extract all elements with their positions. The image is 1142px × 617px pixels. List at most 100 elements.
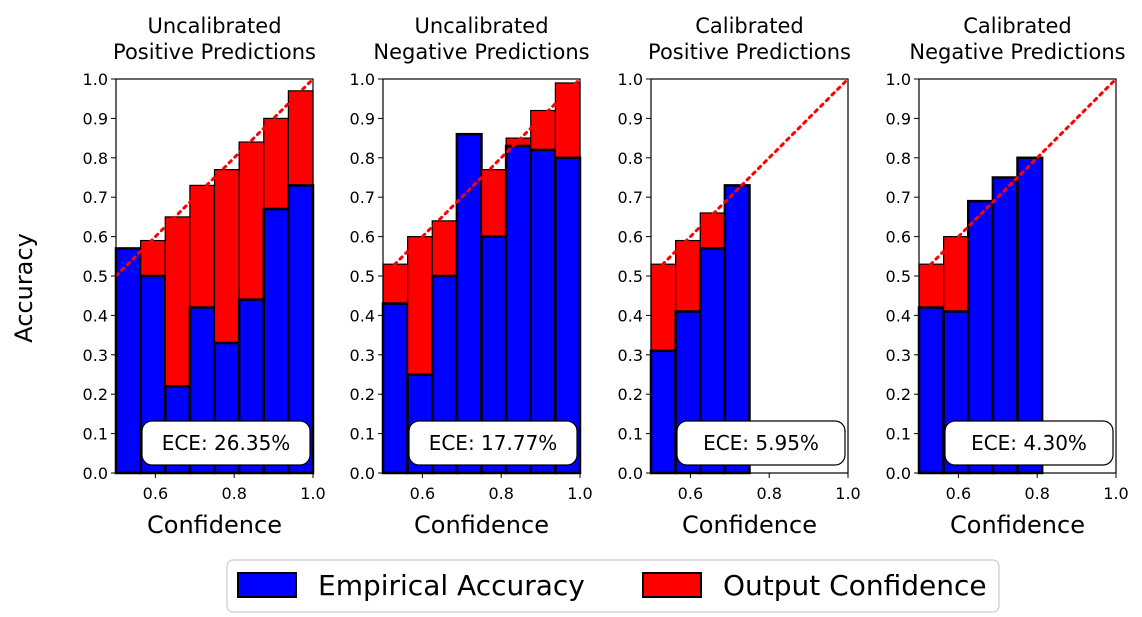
legend-swatch xyxy=(237,572,297,598)
y-tick-label: 0.7 xyxy=(83,188,108,207)
legend-item-2: Output Confidence xyxy=(642,569,987,602)
y-tick-label: 0.8 xyxy=(83,149,108,168)
y-tick-label: 0.3 xyxy=(83,346,108,365)
x-axis-label: Confidence xyxy=(950,511,1085,539)
legend-label: Output Confidence xyxy=(723,569,987,602)
y-tick-label: 0.3 xyxy=(886,346,911,365)
y-tick-label: 0.7 xyxy=(886,188,911,207)
perfect-calibration-line xyxy=(116,79,313,278)
y-tick-label: 0.1 xyxy=(83,425,108,444)
y-tick-label: 0.5 xyxy=(618,267,643,286)
y-tick-label: 0.4 xyxy=(886,306,911,325)
y-axis-label: Accuracy xyxy=(10,233,38,343)
y-tick-label: 0.2 xyxy=(350,385,375,404)
x-tick-label: 1.0 xyxy=(300,484,325,503)
ece-badge: ECE: 4.30% xyxy=(944,420,1114,466)
bin-1 xyxy=(114,247,142,475)
bin-1 xyxy=(917,263,945,475)
ece-badge: ECE: 26.35% xyxy=(141,420,311,466)
y-tick-label: 0.2 xyxy=(83,385,108,404)
bin-1 xyxy=(381,263,409,475)
y-tick-label: 0.4 xyxy=(618,306,643,325)
legend: Empirical Accuracy Output Confidence xyxy=(226,559,1000,613)
legend-item-1: Empirical Accuracy xyxy=(237,569,585,602)
y-tick-label: 0.5 xyxy=(83,267,108,286)
perfect-calibration-line xyxy=(919,79,1116,278)
bin-7 xyxy=(262,117,290,475)
y-tick-label: 0.9 xyxy=(886,109,911,128)
y-tick-label: 0.3 xyxy=(618,346,643,365)
x-tick-label: 0.6 xyxy=(410,484,435,503)
ece-value: ECE: 4.30% xyxy=(971,431,1087,455)
bin-4 xyxy=(455,132,483,475)
bin-8 xyxy=(287,90,315,475)
ece-value: ECE: 26.35% xyxy=(162,431,291,455)
y-tick-label: 0.5 xyxy=(886,267,911,286)
panel-title-line2: Negative Predictions xyxy=(909,40,1125,64)
y-tick-label: 0.8 xyxy=(350,149,375,168)
ece-badge-box xyxy=(944,420,1114,466)
x-tick-label: 0.8 xyxy=(1024,484,1049,503)
y-tick-label: 0.1 xyxy=(350,425,375,444)
x-axis-label: Confidence xyxy=(682,511,817,539)
panels: Uncalibrated Positive Predictions 0.0 0.1 0.… xyxy=(83,14,1129,539)
x-tick-label: 0.6 xyxy=(678,484,703,503)
ece-badge-box xyxy=(141,420,311,466)
y-tick-label: 0.4 xyxy=(83,306,108,325)
x-axis-label: Confidence xyxy=(414,511,549,539)
ece-badge-box xyxy=(676,420,846,466)
y-tick-label: 0.6 xyxy=(886,228,911,247)
y-tick-label: 1.0 xyxy=(618,70,643,89)
panel-title-line1: Uncalibrated xyxy=(414,14,548,38)
x-tick-label: 1.0 xyxy=(567,484,592,503)
y-tick-label: 0.3 xyxy=(350,346,375,365)
y-tick-label: 1.0 xyxy=(886,70,911,89)
y-tick-label: 0.2 xyxy=(618,385,643,404)
y-tick-label: 0.6 xyxy=(350,228,375,247)
x-tick-label: 1.0 xyxy=(1103,484,1128,503)
legend-swatch xyxy=(642,572,702,598)
bin-8 xyxy=(554,82,582,475)
ece-badge-box xyxy=(408,420,578,466)
perfect-calibration-line xyxy=(383,79,580,278)
x-tick-label: 0.8 xyxy=(756,484,781,503)
ece-badge: ECE: 5.95% xyxy=(676,420,846,466)
accuracy-bar xyxy=(917,306,945,475)
y-tick-label: 0.1 xyxy=(618,425,643,444)
y-tick-label: 0.9 xyxy=(350,109,375,128)
y-tick-label: 0.8 xyxy=(886,149,911,168)
y-tick-label: 0.6 xyxy=(618,228,643,247)
legend-label: Empirical Accuracy xyxy=(318,569,585,602)
accuracy-bar xyxy=(381,302,409,475)
x-tick-label: 0.6 xyxy=(143,484,168,503)
legend-box xyxy=(226,559,1000,613)
y-tick-label: 0.5 xyxy=(350,267,375,286)
perfect-calibration-line xyxy=(651,79,848,278)
accuracy-bar xyxy=(529,148,557,475)
y-tick-label: 0.0 xyxy=(350,464,375,483)
y-tick-label: 1.0 xyxy=(350,70,375,89)
y-tick-label: 0.0 xyxy=(886,464,911,483)
y-tick-label: 0.7 xyxy=(350,188,375,207)
panel-title-line2: Positive Predictions xyxy=(113,40,316,64)
panel-title-line2: Negative Predictions xyxy=(373,40,589,64)
panel-title-line2: Positive Predictions xyxy=(648,40,851,64)
y-tick-label: 0.0 xyxy=(618,464,643,483)
y-tick-label: 1.0 xyxy=(83,70,108,89)
y-tick-label: 0.0 xyxy=(83,464,108,483)
y-tick-label: 0.2 xyxy=(886,385,911,404)
y-tick-label: 0.7 xyxy=(618,188,643,207)
x-tick-label: 0.8 xyxy=(221,484,246,503)
panel-title-line1: Calibrated xyxy=(695,14,804,38)
y-tick-label: 0.6 xyxy=(83,228,108,247)
accuracy-bar xyxy=(114,247,142,475)
y-tick-label: 0.9 xyxy=(83,109,108,128)
panel-title-line1: Calibrated xyxy=(963,14,1072,38)
bin-7 xyxy=(529,109,557,475)
y-tick-label: 0.9 xyxy=(618,109,643,128)
